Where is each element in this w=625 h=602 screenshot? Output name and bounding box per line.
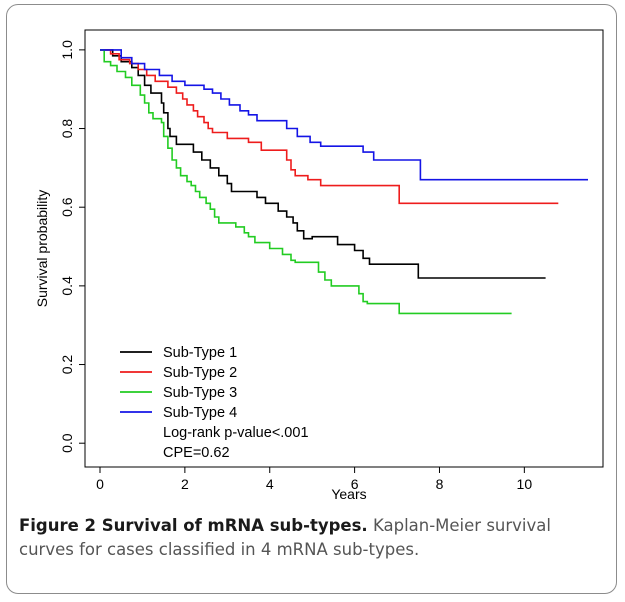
y-tick-label: 0.0 <box>59 433 75 453</box>
legend-label-3: Sub-Type 3 <box>163 385 237 401</box>
plot-box <box>84 29 604 468</box>
figure-frame <box>6 4 617 594</box>
curve-subtype-2 <box>100 49 559 205</box>
x-axis-label: Years <box>331 486 366 502</box>
x-tick-label: 4 <box>266 476 274 492</box>
curve-subtype-3 <box>100 49 512 315</box>
caption-text: Kaplan-Meier survival curves for cases c… <box>19 516 551 559</box>
x-axis: 0 2 4 6 8 10 <box>96 467 532 492</box>
curve-subtype-4 <box>100 49 588 181</box>
legend-label-1: Sub-Type 1 <box>163 345 237 361</box>
x-tick-label: 0 <box>96 476 104 492</box>
legend-label-2: Sub-Type 2 <box>163 365 237 381</box>
km-chart: 0.0 0.2 0.4 0.6 0.8 1.0 0 2 4 6 8 10 Years Surviva… <box>34 29 604 502</box>
y-tick-label: 1.0 <box>59 40 75 60</box>
legend-label-4: Sub-Type 4 <box>163 405 237 421</box>
legend: Sub-Type 1 Sub-Type 2 Sub-Type 3 Sub-Type 4… <box>120 345 309 461</box>
x-tick-label: 10 <box>517 476 533 492</box>
plot-border <box>84 29 604 468</box>
curve-subtype-1 <box>100 49 546 279</box>
survival-curves <box>100 49 588 315</box>
y-tick-label: 0.4 <box>59 276 75 296</box>
y-tick-label: 0.2 <box>59 355 75 375</box>
y-tick-label: 0.6 <box>59 197 75 217</box>
x-tick-label: 8 <box>436 476 444 492</box>
y-tick-label: 0.8 <box>59 119 75 139</box>
x-tick-label: 2 <box>181 476 189 492</box>
caption-title: Figure 2 Survival of mRNA sub-types. <box>19 516 368 535</box>
figure-caption: Figure 2 Survival of mRNA sub-types. Kap… <box>19 514 609 562</box>
x-tick-label: 6 <box>351 476 359 492</box>
y-axis: 0.0 0.2 0.4 0.6 0.8 1.0 <box>59 40 85 453</box>
y-axis-label: Survival probability <box>34 190 50 308</box>
annotation-1: Log-rank p-value<.001 <box>163 425 309 441</box>
annotation-2: CPE=0.62 <box>163 445 230 461</box>
